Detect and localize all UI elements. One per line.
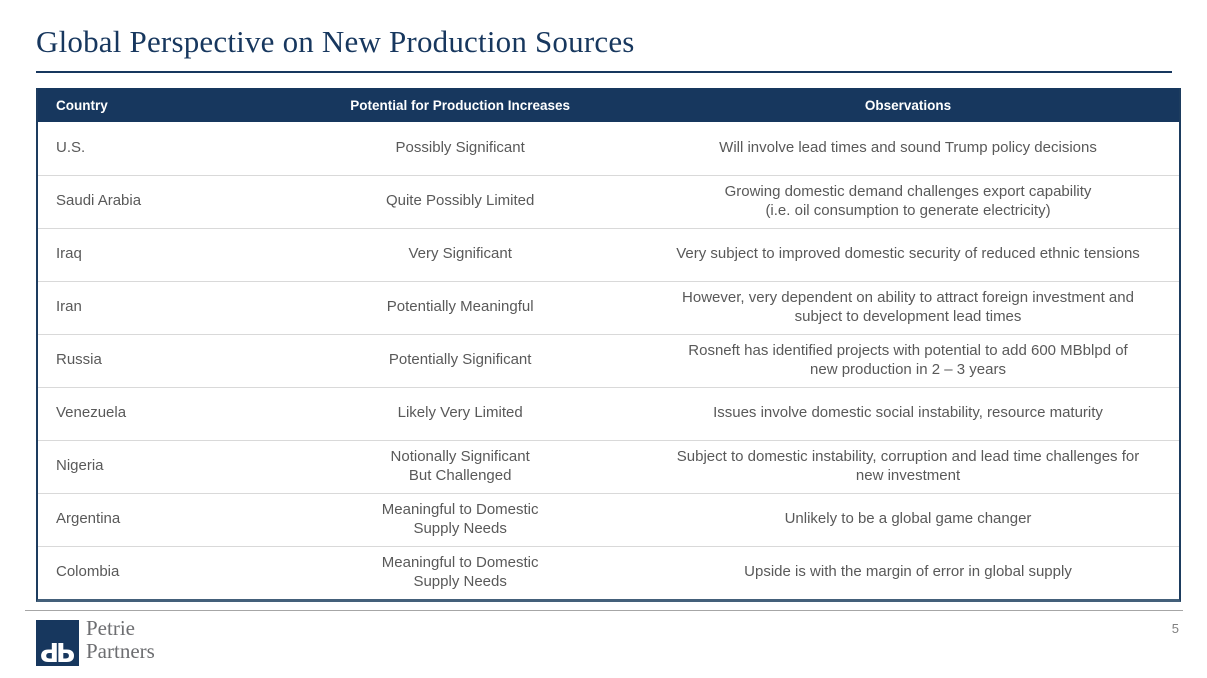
page-number: 5 <box>1171 621 1179 636</box>
observations-cell: Rosneft has identified projects with pot… <box>637 333 1179 387</box>
country-cell: Venezuela <box>38 386 284 440</box>
potential-cell: Quite Possibly Limited <box>283 174 638 228</box>
logo-wordmark: Petrie Partners <box>86 617 155 662</box>
observations-cell: Issues involve domestic social instabili… <box>637 386 1179 440</box>
petrie-partners-logo: P P Petrie Partners <box>36 617 155 666</box>
table-row: Russia Potentially Significant Rosneft has… <box>38 333 1179 387</box>
footer-divider <box>25 610 1183 611</box>
observations-cell: Unlikely to be a global game changer <box>637 492 1179 546</box>
country-cell: U.S. <box>56 138 86 156</box>
potential-cell: Potentially Significant <box>283 333 638 387</box>
potential-cell: Notionally Significant But Challenged <box>283 439 638 493</box>
potential-cell: Likely Very Limited <box>283 386 638 440</box>
production-sources-table: Country Potential for Production Increas… <box>36 88 1181 602</box>
table-row: U.S. Possibly Significant Will involve lea… <box>38 122 1179 175</box>
country-cell: Colombia <box>38 545 284 599</box>
table-body: U.S. Possibly Significant Will involve lea… <box>38 122 1179 599</box>
table-row: Iraq Very Significant Very subject to impr… <box>38 227 1179 281</box>
country-cell: Iran <box>38 280 284 334</box>
potential-cell: Possibly Significant <box>395 138 525 156</box>
observations-cell: However, very dependent on ability to at… <box>637 280 1179 334</box>
country-cell: Saudi Arabia <box>38 174 284 228</box>
observations-cell: Growing domestic demand challenges expor… <box>637 174 1179 228</box>
table-row: Venezuela Likely Very Limited Issues invol… <box>38 386 1179 440</box>
table-header: Country Potential for Production Increas… <box>38 88 1179 122</box>
title-underline <box>36 71 1172 73</box>
observations-cell: Very subject to improved domestic securi… <box>637 227 1179 281</box>
slide-title: Global Perspective on New Production Sou… <box>36 24 635 59</box>
country-cell: Argentina <box>38 492 284 546</box>
logo-name-line1: Petrie <box>86 616 135 640</box>
column-header-observations: Observations <box>637 88 1179 122</box>
observations-cell: Subject to domestic instability, corrupt… <box>637 439 1179 493</box>
country-cell: Iraq <box>38 227 284 281</box>
country-cell: Nigeria <box>38 439 284 493</box>
potential-cell: Meaningful to Domestic Supply Needs <box>283 492 638 546</box>
petrie-partners-logo-icon: P P <box>36 620 79 666</box>
table-row: Colombia Meaningful to Domestic Supply Ne… <box>38 545 1179 599</box>
potential-cell: Potentially Meaningful <box>283 280 638 334</box>
table-row: Argentina Meaningful to Domestic Supply N… <box>38 492 1179 546</box>
column-header-country: Country <box>38 88 284 122</box>
table-row: Iran Potentially Meaningful However, very … <box>38 280 1179 334</box>
country-cell: Russia <box>38 333 284 387</box>
observations-cell: Will involve lead times and sound Trump … <box>719 138 1097 156</box>
table-row: Saudi Arabia Quite Possibly Limited Growin… <box>38 174 1179 228</box>
logo-name-line2: Partners <box>86 638 155 663</box>
logo-monogram-right: P <box>56 636 76 666</box>
column-header-potential: Potential for Production Increases <box>283 88 638 122</box>
potential-cell: Very Significant <box>283 227 638 281</box>
table-row: Nigeria Notionally Significant But Challe… <box>38 439 1179 493</box>
table-header-row: Country Potential for Production Increas… <box>38 88 1179 122</box>
observations-cell: Upside is with the margin of error in gl… <box>637 545 1179 599</box>
potential-cell: Meaningful to Domestic Supply Needs <box>283 545 638 599</box>
